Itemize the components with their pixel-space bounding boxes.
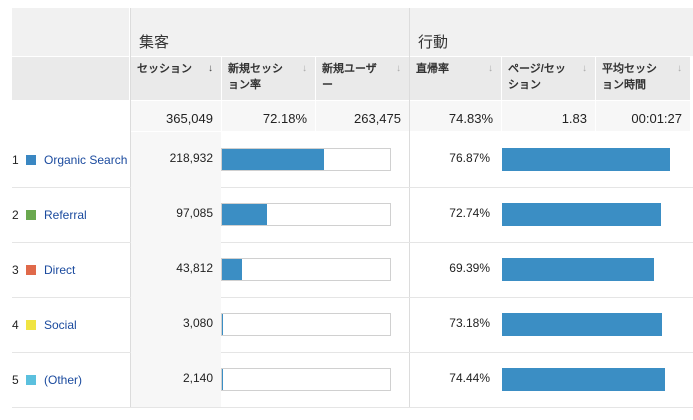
row-bounce-rate-value: 76.87% <box>449 151 490 165</box>
bounce-rate-bar <box>502 368 672 391</box>
row-number: 3 <box>12 263 19 277</box>
row-sessions-value: 43,812 <box>131 242 221 297</box>
sessions-share-bar-fill <box>222 259 242 280</box>
row-divider <box>12 352 693 353</box>
sessions-share-bar <box>221 148 391 171</box>
series-color-swatch <box>26 375 36 385</box>
bounce-rate-bar-fill <box>502 258 654 281</box>
row-divider <box>12 297 693 298</box>
bounce-rate-bar-fill <box>502 313 662 336</box>
total-avg-session-duration: 00:01:27 <box>596 101 690 131</box>
colhead-new-users[interactable]: 新規ユーザー ↓ <box>316 57 409 100</box>
bounce-rate-bar <box>502 203 672 226</box>
colhead-new-session-rate-label: 新規セッション率 <box>228 63 283 91</box>
sessions-share-bar-fill <box>222 204 267 225</box>
sort-icon[interactable]: ↓ <box>302 63 307 74</box>
row-sessions-value: 2,140 <box>131 352 221 407</box>
series-color-swatch <box>26 320 36 330</box>
sessions-share-bar <box>221 368 391 391</box>
sessions-share-bar <box>221 203 391 226</box>
sort-icon[interactable]: ↓ <box>488 63 493 74</box>
behavior-group-label: 行動 <box>418 34 449 51</box>
behavior-group-header: 行動 <box>410 8 693 56</box>
row-sessions-value: 97,085 <box>131 187 221 242</box>
colhead-sessions-label: セッション <box>137 63 192 75</box>
row-bounce-rate-value: 72.74% <box>449 206 490 220</box>
row-bounce-rate-value: 73.18% <box>449 316 490 330</box>
total-sessions: 365,049 <box>131 101 221 131</box>
sort-icon[interactable]: ↓ <box>582 63 587 74</box>
series-color-swatch <box>26 265 36 275</box>
colhead-bounce-rate[interactable]: 直帰率 ↓ <box>410 57 501 100</box>
channel-link[interactable]: (Other) <box>44 373 83 387</box>
row-number: 2 <box>12 208 19 222</box>
colhead-channel <box>12 57 129 100</box>
row-bounce-rate-value: 74.44% <box>449 371 490 385</box>
channel-link[interactable]: Organic Search <box>44 153 128 167</box>
row-divider <box>12 242 693 243</box>
colhead-pages-per-session-label: ページ/セッション <box>508 63 566 91</box>
sort-icon[interactable]: ↓ <box>677 63 682 74</box>
colhead-new-users-label: 新規ユーザー <box>322 63 377 91</box>
column-divider <box>409 8 410 408</box>
sessions-share-bar-fill <box>222 149 324 170</box>
acquisition-group-label: 集客 <box>139 34 170 51</box>
series-color-swatch <box>26 210 36 220</box>
bounce-rate-bar-fill <box>502 148 670 171</box>
channel-link[interactable]: Social <box>44 318 77 332</box>
sessions-share-bar <box>221 313 391 336</box>
row-sessions-value: 3,080 <box>131 297 221 352</box>
sessions-share-bar-fill <box>222 314 223 335</box>
bounce-rate-bar-fill <box>502 203 661 226</box>
row-bounce-rate-value: 69.39% <box>449 261 490 275</box>
colhead-bounce-rate-label: 直帰率 <box>416 63 449 75</box>
total-new-users: 263,475 <box>316 101 409 131</box>
colhead-new-session-rate[interactable]: 新規セッション率 ↓ <box>222 57 315 100</box>
total-pages-per-session: 1.83 <box>502 101 595 131</box>
row-number: 1 <box>12 153 19 167</box>
total-bounce-rate: 74.83% <box>410 101 501 131</box>
sort-desc-icon[interactable]: ↓ <box>208 63 213 74</box>
bounce-rate-bar <box>502 258 672 281</box>
sessions-share-bar <box>221 258 391 281</box>
colhead-avg-session-duration-label: 平均セッション時間 <box>602 63 657 91</box>
bounce-rate-bar <box>502 313 672 336</box>
row-sessions-value: 218,932 <box>131 132 221 187</box>
column-divider <box>130 8 131 408</box>
sessions-share-bar-fill <box>222 369 223 390</box>
channel-link[interactable]: Referral <box>44 208 87 222</box>
totals-label-cell <box>12 101 129 131</box>
row-number: 5 <box>12 373 19 387</box>
bounce-rate-bar-fill <box>502 368 665 391</box>
sort-icon[interactable]: ↓ <box>396 63 401 74</box>
series-color-swatch <box>26 155 36 165</box>
row-divider <box>12 187 693 188</box>
channel-link[interactable]: Direct <box>44 263 76 277</box>
header-blank <box>12 8 129 56</box>
acquisition-group-header: 集客 <box>131 8 409 56</box>
colhead-sessions[interactable]: セッション ↓ <box>131 57 221 100</box>
colhead-pages-per-session[interactable]: ページ/セッション ↓ <box>502 57 595 100</box>
total-new-session-rate: 72.18% <box>222 101 315 131</box>
row-divider <box>12 407 693 408</box>
colhead-avg-session-duration[interactable]: 平均セッション時間 ↓ <box>596 57 690 100</box>
bounce-rate-bar <box>502 148 672 171</box>
row-number: 4 <box>12 318 19 332</box>
